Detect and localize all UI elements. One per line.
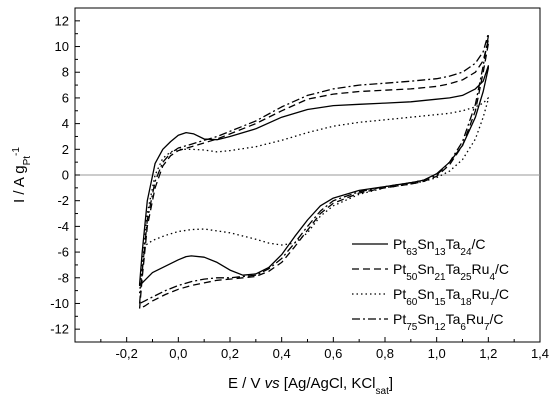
x-tick-label: 0,4 [273,346,291,361]
y-tick-label: 6 [62,90,69,105]
y-tick-label: -12 [50,322,69,337]
text-part: Ru [472,261,490,277]
text-part: /C [495,286,509,302]
text-part: ] [389,375,393,392]
text-part: E / V [228,375,265,392]
text-part: 7 [489,297,495,308]
text-part: /C [472,236,486,252]
y-tick-label: -6 [57,245,69,260]
text-part: /C [489,311,503,327]
text-part: 75 [406,322,418,333]
legend-label-2: Pt50Sn21Ta25Ru4/C [393,261,509,283]
x-tick-label: 1,4 [531,346,549,361]
x-axis: -0,2 0,0 0,2 0,4 0,6 0,8 1,0 1,2 1,4 [100,337,549,361]
text-part: 24 [460,247,472,258]
text-part: Pt [393,286,406,302]
text-part: Sn [417,286,434,302]
text-part: /C [495,261,509,277]
text-part: Pt [393,236,406,252]
text-part: 63 [406,247,418,258]
x-tick-label: 0,8 [376,346,394,361]
text-part: 18 [460,297,472,308]
x-tick-label: -0,2 [115,346,137,361]
x-tick-label: 0,2 [221,346,239,361]
y-tick-label: -2 [57,193,69,208]
text-part: Ta [446,236,461,252]
y-axis: 12 10 8 6 4 2 0 -2 -4 -6 -8 -10 -12 [50,13,80,337]
y-tick-label: 2 [62,142,69,157]
text-part: Ru [472,286,490,302]
text-part: I / A g [11,165,28,203]
text-part: Sn [417,311,434,327]
text-part: Pt [22,156,33,166]
text-part: sat [376,386,390,397]
x-tick-label: 1,2 [479,346,497,361]
text-part: 13 [434,247,446,258]
text-part: Ta [446,286,461,302]
x-tick-label: 0,6 [324,346,342,361]
text-part: 6 [460,322,466,333]
series-line-3 [138,97,489,294]
legend-label-1: Pt63Sn13Ta24/C [393,236,486,258]
text-part: Pt [393,261,406,277]
x-tick-label: 0,0 [169,346,187,361]
text-part: 50 [406,272,418,283]
legend-label-3: Pt60Sn15Ta18Ru7/C [393,286,509,308]
y-tick-label: 4 [62,116,69,131]
text-part: 12 [434,322,446,333]
text-part: Ru [466,311,484,327]
y-tick-label: -10 [50,296,69,311]
series-group [138,33,489,310]
text-part: 15 [434,297,446,308]
series-line-4 [138,33,489,305]
x-tick-label: 1,0 [428,346,446,361]
text-part: vs [265,375,281,392]
text-part: -1 [11,147,22,156]
y-tick-label: 0 [62,168,69,183]
text-part: Pt [393,311,406,327]
text-part: 21 [434,272,446,283]
y-tick-label: 12 [55,13,69,28]
text-part: [Ag/AgCl, KCl [280,375,376,392]
text-part: Ta [446,311,461,327]
series-line-1 [138,65,489,287]
y-axis-title: I / A gPt-1 [11,147,33,203]
x-axis-title: E / V vs [Ag/AgCl, KClsat] [228,375,393,397]
text-part: 4 [489,272,495,283]
text-part: 25 [460,272,472,283]
text-part: 7 [484,322,490,333]
text-part: 60 [406,297,418,308]
y-tick-label: -4 [57,219,69,234]
y-tick-label: 8 [62,65,69,80]
series-line-2 [138,39,489,310]
legend-label-4: Pt75Sn12Ta6Ru7/C [393,311,503,333]
y-tick-label: 10 [55,39,69,54]
y-tick-label: -8 [57,270,69,285]
text-part: Sn [417,236,434,252]
text-part: Ta [446,261,461,277]
legend: Pt63Sn13Ta24/CPt50Sn21Ta25Ru4/CPt60Sn15T… [352,236,509,333]
text-part: Sn [417,261,434,277]
